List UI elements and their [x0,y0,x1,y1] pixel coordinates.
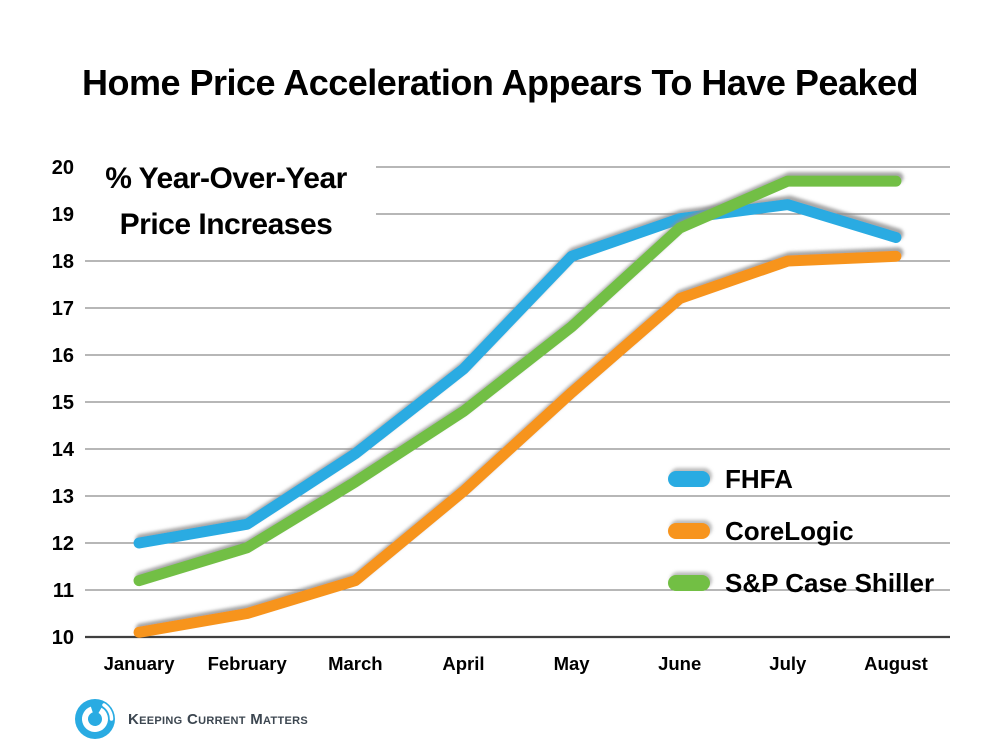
y-axis-label-14: 14 [52,439,75,461]
x-axis-label-april: April [442,653,484,674]
legend-label-fhfa: FHFA [725,463,793,494]
x-axis-label-february: February [208,653,288,674]
y-axis-label-12: 12 [52,533,74,555]
y-axis-label-10: 10 [52,627,74,649]
y-axis-label-15: 15 [52,392,74,414]
legend-label-s-p-case-shiller: S&P Case Shiller [725,567,935,598]
chart-title: Home Price Acceleration Appears To Have … [81,62,919,103]
legend-item-s-p-case-shiller: S&P Case Shiller [668,566,934,600]
annotation-line-2: Price Increases [119,208,333,241]
x-axis-label-june: June [658,653,701,674]
legend-item-fhfa: FHFA [668,462,934,496]
y-axis-label-11: 11 [53,580,74,602]
x-axis-label-may: May [554,653,591,674]
legend-swatch-s-p-case-shiller [668,575,710,591]
chart-legend: FHFA CoreLogic S&P Case Shiller [668,462,934,618]
keeping-current-matters-logo-icon [75,699,115,739]
series-line-s-p-case-shiller [133,175,902,587]
legend-swatch-fhfa [668,471,710,487]
annotation-line-1: % Year-Over-Year [105,162,347,195]
legend-label-corelogic: CoreLogic [725,515,854,546]
y-axis-label-20: 20 [52,157,74,179]
x-axis-label-august: August [864,653,928,674]
legend-swatch-corelogic [668,523,710,539]
y-axis-label-13: 13 [52,486,74,508]
brand-name: Keeping Current Matters [128,710,308,728]
series-line-fhfa [133,199,902,549]
y-axis-annotation: % Year-Over-Year Price Increases [76,156,376,252]
y-axis-label-17: 17 [52,298,74,320]
brand-footer: Keeping Current Matters [74,698,308,740]
y-axis-label-16: 16 [52,345,74,367]
series-line-corelogic [133,250,902,638]
legend-item-corelogic: CoreLogic [668,514,934,548]
x-axis-label-january: January [104,653,176,674]
x-axis-label-july: July [769,653,807,674]
x-axis-label-march: March [328,653,383,674]
y-axis-label-19: 19 [52,204,74,226]
y-axis-label-18: 18 [52,251,74,273]
